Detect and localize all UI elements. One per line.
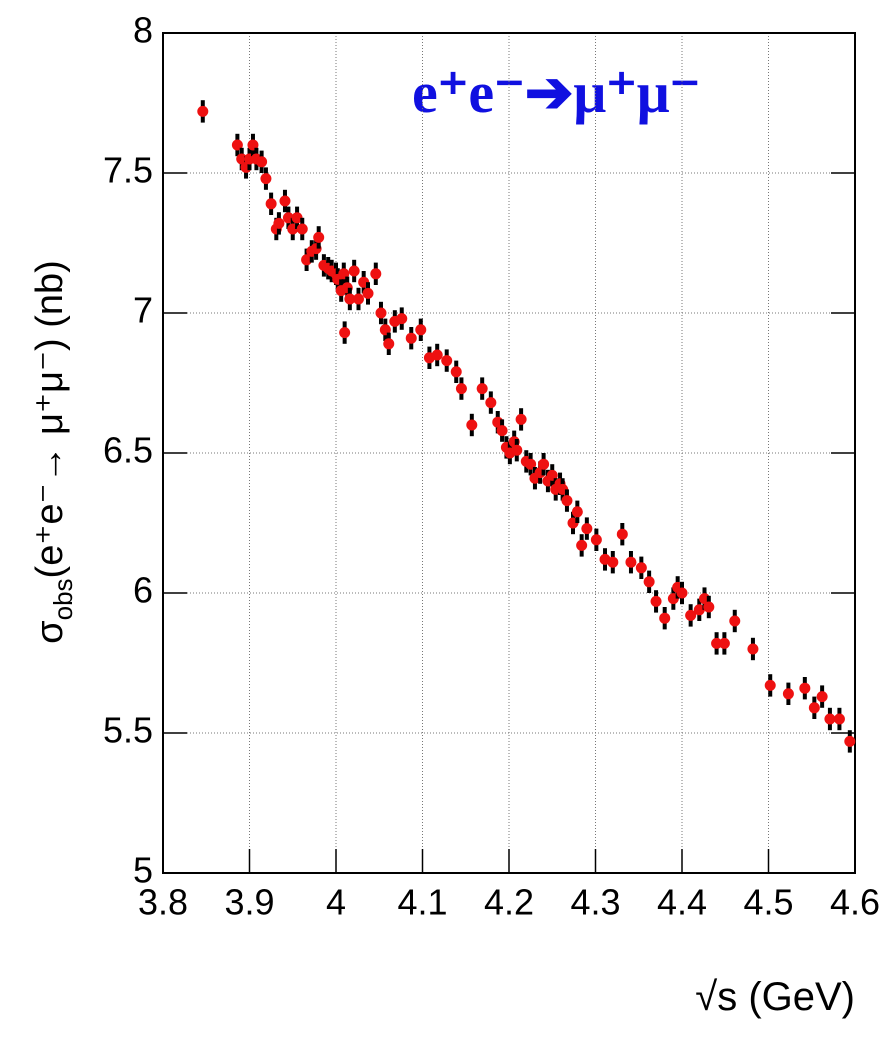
y-label-rest: (e⁺e⁻→ μ⁺μ⁻) (nb): [29, 260, 71, 578]
data-point: [279, 195, 291, 207]
x-tick-label: 4.5: [743, 882, 793, 923]
data-point: [625, 556, 637, 568]
x-tick-label: 4.4: [657, 882, 707, 923]
data-point: [338, 268, 350, 280]
data-point: [441, 355, 453, 367]
x-tick-label: 4.2: [484, 882, 534, 923]
data-point: [348, 265, 360, 277]
data-point: [525, 458, 537, 470]
data-point: [511, 444, 523, 456]
data-point: [546, 469, 558, 481]
x-tick-label: 3.8: [138, 882, 188, 923]
y-axis-label: σobs(e⁺e⁻→ μ⁺μ⁻) (nb): [29, 260, 78, 644]
data-point: [455, 383, 467, 395]
data-point: [291, 212, 303, 224]
data-point: [344, 293, 356, 305]
data-point: [515, 413, 527, 425]
data-point: [782, 688, 794, 700]
data-point: [676, 587, 688, 599]
data-point: [571, 506, 583, 518]
data-point: [485, 397, 497, 409]
chart-title: e⁺e⁻➔μ⁺μ⁻: [412, 60, 700, 125]
data-point: [581, 523, 593, 535]
data-point: [496, 425, 508, 437]
x-tick-label: 4: [326, 882, 346, 923]
data-point: [466, 419, 478, 431]
data-point: [405, 332, 417, 344]
plot-frame: [162, 32, 856, 874]
data-point: [747, 643, 759, 655]
data-point: [256, 156, 268, 168]
data-point: [703, 601, 715, 613]
data-point: [693, 604, 705, 616]
data-point: [379, 324, 391, 336]
data-point: [231, 139, 243, 151]
data-point: [396, 313, 408, 325]
data-point: [635, 562, 647, 574]
data-point: [718, 637, 730, 649]
y-tick-label: 6: [133, 570, 153, 611]
data-point: [352, 293, 364, 305]
data-point: [538, 458, 550, 470]
data-point: [659, 612, 671, 624]
data-point: [450, 366, 462, 378]
data-point: [799, 682, 811, 694]
y-tick-label: 5.5: [103, 710, 153, 751]
data-point: [711, 637, 723, 649]
data-point: [561, 495, 573, 507]
data-point: [590, 534, 602, 546]
y-tick-label: 5: [133, 850, 153, 891]
y-label-symbol: σ: [29, 620, 71, 643]
y-tick-label: 8: [133, 10, 153, 51]
data-point: [616, 528, 628, 540]
data-point: [370, 268, 382, 280]
data-point: [415, 324, 427, 336]
x-tick-label: 3.9: [224, 882, 274, 923]
data-point: [816, 691, 828, 703]
x-tick-label: 4.3: [570, 882, 620, 923]
y-label-subscript: obs: [48, 578, 78, 620]
data-point: [260, 173, 272, 185]
data-point: [383, 338, 395, 350]
data-point: [197, 105, 209, 117]
data-point: [301, 254, 313, 266]
x-tick-label: 4.6: [830, 882, 880, 923]
data-point: [313, 231, 325, 243]
data-point: [273, 217, 285, 229]
data-point: [476, 383, 488, 395]
data-point: [808, 702, 820, 714]
data-point: [643, 576, 655, 588]
data-point: [764, 679, 776, 691]
y-tick-label: 7.5: [103, 150, 153, 191]
data-point: [824, 713, 836, 725]
data-point: [375, 307, 387, 319]
data-point: [265, 198, 277, 210]
data-point: [833, 713, 845, 725]
y-tick-label: 7: [133, 290, 153, 331]
x-axis-label: √s (GeV): [695, 975, 855, 1019]
data-point: [650, 595, 662, 607]
data-point: [362, 287, 374, 299]
data-point: [339, 327, 351, 339]
data-point: [685, 609, 697, 621]
x-tick-label: 4.1: [397, 882, 447, 923]
data-point: [576, 539, 588, 551]
data-point: [247, 139, 259, 151]
data-point: [431, 349, 443, 361]
data-point: [844, 735, 856, 747]
data-point: [296, 223, 308, 235]
data-point: [607, 556, 619, 568]
y-tick-label: 6.5: [103, 430, 153, 471]
data-point: [729, 615, 741, 627]
